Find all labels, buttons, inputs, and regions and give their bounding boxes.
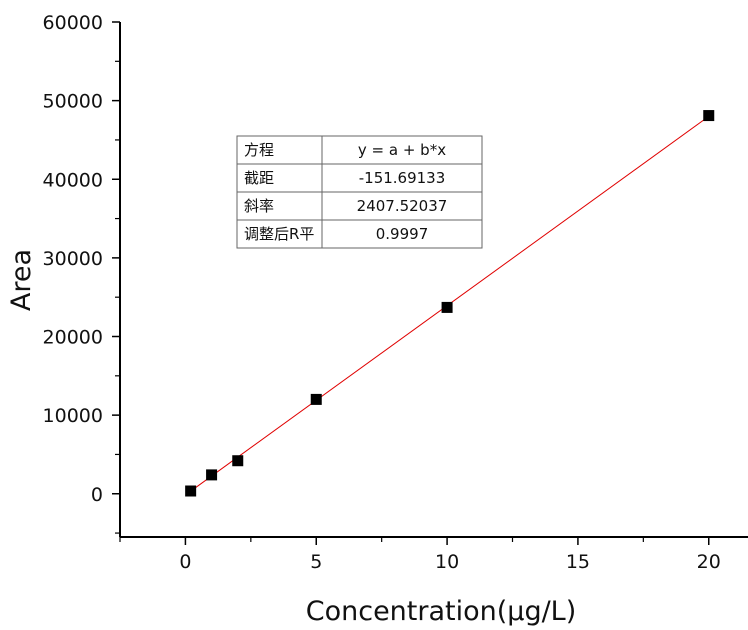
fit-table-label: 方程 — [244, 141, 274, 159]
y-tick-label: 40000 — [43, 169, 103, 191]
fit-table-value: y = a + b*x — [358, 141, 446, 159]
data-point — [441, 301, 453, 313]
y-tick-label: 20000 — [43, 327, 103, 349]
x-tick-label: 20 — [697, 551, 721, 573]
x-tick-label: 15 — [566, 551, 590, 573]
data-point — [703, 110, 715, 122]
data-point — [310, 393, 322, 405]
data-layer — [185, 110, 715, 497]
data-point — [206, 469, 218, 481]
fit-table-value: -151.69133 — [359, 169, 446, 187]
fit-table-label: 调整后R平 — [244, 225, 314, 243]
x-tick-label: 10 — [435, 551, 459, 573]
axis-layer: 0 5 10 15 20 0 10000 20000 30000 40000 50000 60000 — [43, 12, 748, 573]
fit-table-label: 截距 — [244, 169, 274, 187]
y-tick-label: 30000 — [43, 248, 103, 270]
y-axis-title: Area — [6, 249, 37, 311]
y-tick-label: 10000 — [43, 405, 103, 427]
y-tick-label: 0 — [91, 484, 103, 506]
y-tick-label: 60000 — [43, 12, 103, 34]
fit-table-label: 斜率 — [244, 197, 274, 215]
fit-table-value: 0.9997 — [376, 225, 429, 243]
fit-table: 方程 y = a + b*x 截距 -151.69133 斜率 2407.52037 调整后… — [236, 135, 483, 249]
x-axis-title: Concentration(μg/L) — [306, 596, 577, 627]
data-point — [232, 455, 244, 467]
fit-table-value: 2407.52037 — [357, 197, 448, 215]
x-tick-label: 0 — [179, 551, 191, 573]
y-tick-label: 50000 — [43, 91, 103, 113]
x-tick-label: 5 — [310, 551, 322, 573]
data-point — [185, 485, 197, 497]
